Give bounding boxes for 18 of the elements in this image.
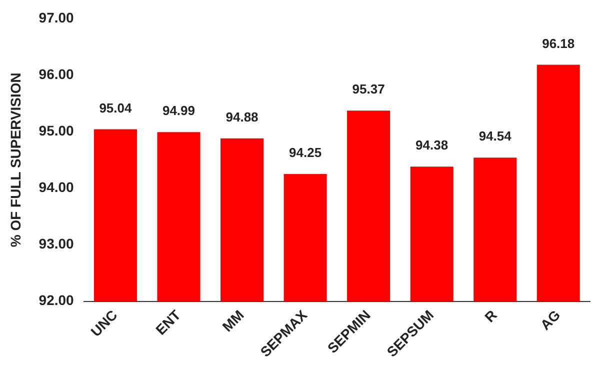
y-tick-label: 95.00 [38,122,74,138]
data-label: 95.04 [99,100,132,116]
data-label: 94.25 [289,145,322,160]
data-label: 95.37 [352,82,385,97]
data-label: 94.38 [416,138,448,153]
y-tick-label: 92.00 [38,292,74,308]
y-axis-title: % OF FULL SUPERVISION [7,72,24,248]
y-tick-label: 93.00 [38,236,74,252]
x-tick-label: AG [537,306,564,333]
y-tick-label: 96.00 [38,66,74,82]
data-label: 94.99 [162,103,196,118]
y-tick-label: 97.00 [38,9,74,26]
x-tick-label: MM [219,306,247,335]
x-tick-label: R [481,306,500,326]
data-label: 94.54 [478,128,512,144]
data-label: 94.88 [226,109,258,124]
data-label: 96.18 [542,36,575,51]
y-tick-label: 94.00 [38,179,74,196]
